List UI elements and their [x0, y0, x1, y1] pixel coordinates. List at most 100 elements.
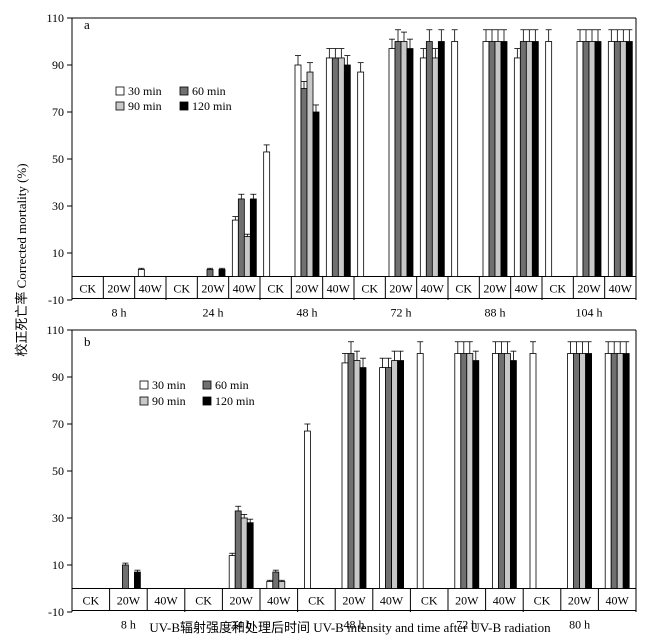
treatment-label: CK — [173, 282, 190, 296]
y-tick-label: 30 — [52, 511, 64, 525]
bar — [529, 353, 537, 589]
bar — [604, 353, 612, 589]
legend-swatch — [139, 380, 149, 390]
y-tick-label: 10 — [52, 246, 64, 260]
bar — [133, 571, 141, 589]
treatment-label: 20W — [455, 594, 479, 608]
bar — [610, 353, 618, 589]
bar — [406, 48, 414, 277]
treatment-label: 40W — [154, 594, 178, 608]
bar — [573, 353, 580, 589]
bar — [243, 236, 251, 277]
bar — [306, 71, 314, 277]
bar — [472, 360, 480, 589]
bar — [509, 360, 517, 589]
time-label: 48 h — [297, 306, 318, 320]
bar — [460, 353, 468, 589]
bar — [607, 41, 615, 277]
bar — [240, 517, 248, 589]
treatment-label: 20W — [577, 282, 601, 296]
treatment-label: CK — [549, 282, 566, 296]
bar — [303, 430, 311, 589]
time-label: 88 h — [485, 306, 506, 320]
treatment-label: 40W — [327, 282, 351, 296]
y-tick-label: 90 — [52, 58, 64, 72]
bar — [419, 57, 427, 277]
y-tick-label: 10 — [52, 558, 64, 572]
treatment-label: CK — [361, 282, 378, 296]
bar — [341, 362, 349, 589]
treatment-label: 40W — [267, 594, 291, 608]
treatment-label: CK — [455, 282, 472, 296]
legend-swatch — [179, 86, 189, 96]
legend-label: 120 min — [192, 99, 232, 113]
time-label: 80 h — [569, 618, 590, 632]
bar — [482, 41, 490, 277]
bar — [567, 353, 574, 589]
treatment-label: 20W — [201, 282, 225, 296]
legend-label: 30 min — [128, 84, 162, 98]
bar — [353, 360, 361, 589]
treatment-label: 20W — [389, 282, 413, 296]
y-tick-label: 110 — [46, 323, 64, 337]
y-tick-label: 110 — [46, 11, 64, 25]
bar — [416, 353, 424, 589]
treatment-label: 40W — [233, 282, 257, 296]
legend-swatch — [179, 101, 189, 111]
bar — [343, 64, 351, 277]
treatment-label: 20W — [342, 594, 366, 608]
y-tick-label: 50 — [52, 152, 64, 166]
bar — [347, 353, 355, 589]
time-label: 72 h — [456, 618, 477, 632]
bar — [625, 41, 633, 277]
y-tick-label: -10 — [48, 605, 64, 619]
bar — [331, 57, 339, 277]
bar — [379, 367, 387, 589]
bar — [500, 41, 508, 277]
bar — [388, 48, 396, 277]
treatment-label: CK — [534, 594, 551, 608]
bar — [206, 269, 214, 277]
bar — [325, 57, 333, 277]
time-label: 24 h — [203, 306, 224, 320]
y-axis-label: 校正死亡率 Corrected mortality (%) — [14, 163, 29, 356]
y-tick-label: 30 — [52, 199, 64, 213]
bar — [425, 41, 433, 277]
panel-label: a — [84, 17, 90, 32]
bar — [228, 555, 236, 589]
legend-swatch — [202, 396, 212, 406]
bar — [622, 353, 630, 589]
panel-label: b — [84, 334, 91, 349]
treatment-label: CK — [79, 282, 96, 296]
bar — [531, 41, 539, 277]
bar — [394, 41, 402, 277]
treatment-label: 20W — [117, 594, 141, 608]
treatment-label: 20W — [295, 282, 319, 296]
treatment-label: 20W — [568, 594, 592, 608]
legend-label: 30 min — [152, 378, 186, 392]
treatment-label: CK — [421, 594, 438, 608]
bar — [359, 367, 367, 589]
bar — [616, 353, 624, 589]
bar — [525, 41, 533, 277]
treatment-label: 40W — [421, 282, 445, 296]
legend-swatch — [202, 380, 212, 390]
legend-swatch — [115, 86, 125, 96]
treatment-label: 20W — [483, 282, 507, 296]
bar — [431, 57, 439, 277]
bar — [588, 41, 596, 277]
bar — [294, 64, 302, 277]
treatment-label: 20W — [230, 594, 254, 608]
treatment-label: 40W — [493, 594, 517, 608]
y-tick-label: -10 — [48, 293, 64, 307]
bar — [137, 269, 145, 277]
bar — [400, 41, 408, 277]
bar — [122, 564, 129, 589]
bar — [503, 353, 511, 589]
legend-label: 60 min — [192, 84, 226, 98]
bar — [466, 353, 474, 589]
bar — [272, 571, 280, 589]
x-axis-label: UV-B辐射强度和处理后时间 UV-B intensity and time a… — [149, 620, 551, 635]
bar — [594, 41, 602, 277]
